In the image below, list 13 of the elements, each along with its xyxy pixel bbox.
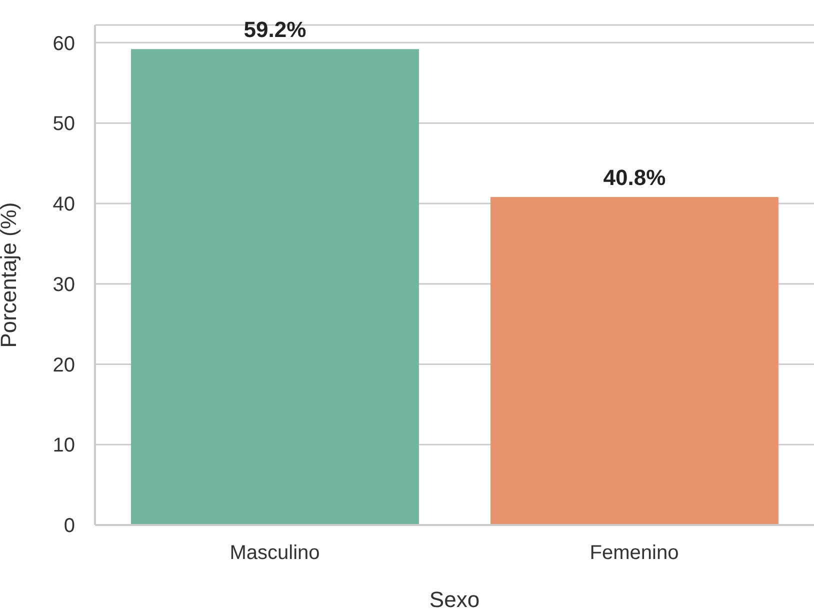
y-tick-label: 40: [52, 194, 75, 216]
y-tick-label: 50: [52, 113, 75, 136]
y-axis-title: Porcentaje (%): [0, 202, 21, 348]
y-tick-label: 20: [52, 354, 75, 376]
x-tick-label: Masculino: [230, 542, 320, 564]
x-tick-label: Femenino: [590, 542, 679, 564]
y-tick-label: 10: [52, 434, 75, 457]
y-tick-label: 60: [52, 32, 75, 55]
y-tick-label: 30: [52, 274, 75, 296]
data-label: 59.2%: [244, 17, 306, 42]
data-label: 40.8%: [603, 165, 666, 190]
y-tick-label: 0: [64, 515, 75, 538]
x-axis-title: Sexo: [429, 587, 480, 609]
